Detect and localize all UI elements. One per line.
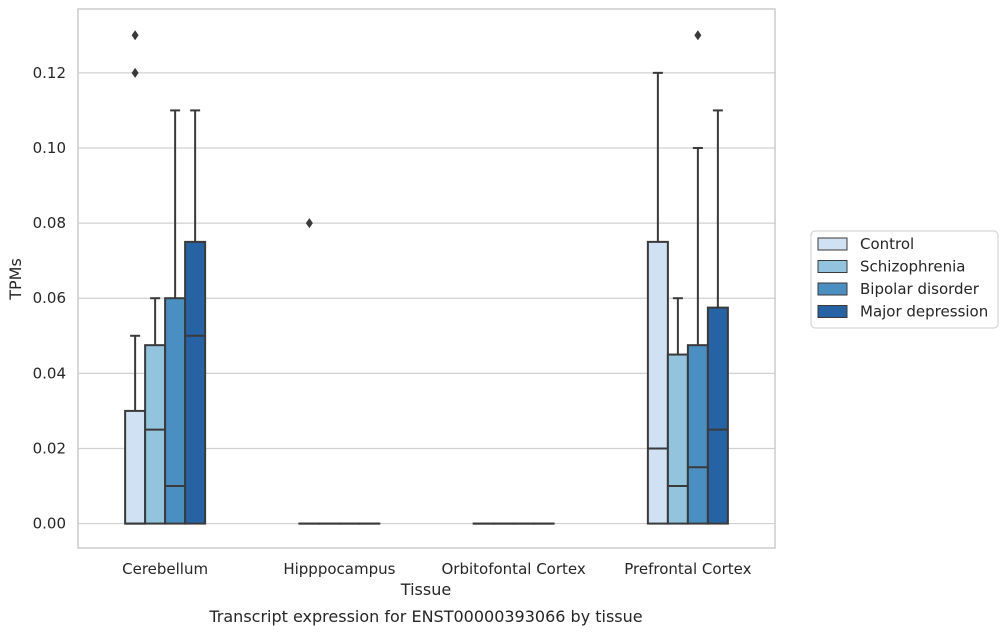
y-tick-label: 0.02 [33,439,66,457]
box-body [164,297,187,525]
legend-swatch [817,305,848,318]
box-body [646,240,669,525]
y-tick-labels: 0.00 0.02 0.04 0.06 0.08 0.10 0.12 [33,64,66,533]
legend-swatch [817,282,848,296]
box-bipolar-disorder [686,30,709,525]
y-tick-label: 0.08 [33,214,66,232]
box-control [646,71,669,525]
outlier-point [694,30,702,41]
y-tick-label: 0.10 [33,139,66,157]
box-control [124,30,147,525]
legend-label: Schizophrenia [860,258,965,276]
y-tick-label: 0.12 [33,64,66,82]
box-schizophrenia [144,297,167,525]
x-tick-label: Cerebellum [122,560,208,578]
y-tick-label: 0.04 [33,364,66,382]
box-body [124,409,147,525]
box-major-depression [706,109,729,525]
legend-frame [810,230,999,329]
box-body [184,240,207,525]
legend-label: Control [860,235,914,253]
box-control [298,218,321,525]
box-body [144,344,167,525]
legend-swatch [817,260,848,273]
chart-title: Transcript expression for ENST0000039306… [208,607,642,626]
plot-frame [77,8,776,549]
x-tick-label: Orbitofontal Cortex [442,560,586,578]
x-tick-label: Prefrontal Cortex [624,560,751,578]
y-tick-label: 0.00 [33,515,66,533]
box-body [686,344,709,525]
x-tick-label: Hipppocampus [283,560,395,578]
box-body [666,353,689,525]
box-body [706,306,729,525]
legend-swatch [817,237,848,251]
outlier-point [131,30,139,41]
x-axis-label: Tissue [400,580,451,599]
x-tick-labels: Cerebellum Hipppocampus Orbitofontal Corte… [122,560,751,578]
box-schizophrenia [666,297,689,525]
outlier-point [305,218,313,229]
boxes-layer [124,30,729,525]
legend-label: Major depression [860,303,988,321]
y-axis-label: TPMs [6,258,25,301]
box-major-depression [184,109,207,525]
legend-label: Bipolar disorder [860,280,980,298]
y-tick-label: 0.06 [33,289,66,307]
box-bipolar-disorder [164,109,187,525]
legend: Control Schizophrenia Bipolar disorder Majo… [810,230,999,329]
outlier-point [131,67,139,78]
